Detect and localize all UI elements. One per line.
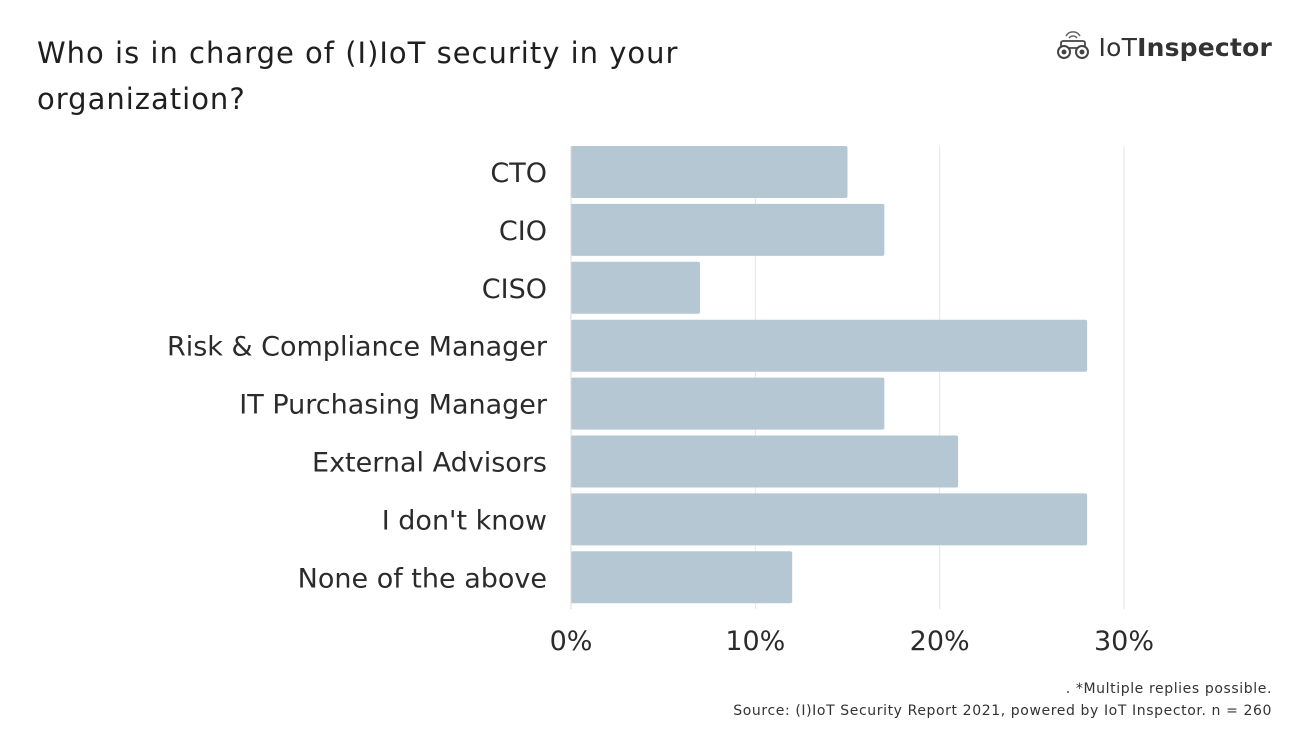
binoculars-icon [1055, 30, 1091, 64]
bar [571, 377, 885, 430]
chart-title: Who is in charge of (I)IoT security in y… [37, 36, 679, 116]
brand-logo: IoTInspector [1055, 30, 1272, 64]
category-label: Risk & Compliance Manager [167, 332, 548, 363]
category-label: I don't know [382, 505, 547, 536]
category-label: CTO [490, 158, 547, 189]
bar [571, 493, 1088, 546]
footnote: . *Multiple replies possible. Source: (I… [733, 678, 1272, 722]
category-label: CISO [482, 274, 547, 305]
x-tick-label: 20% [910, 626, 970, 657]
footnote-source: Source: (I)IoT Security Report 2021, pow… [733, 703, 1272, 719]
logo-text-bold: Inspector [1137, 32, 1272, 62]
x-tick-label: 30% [1094, 626, 1154, 657]
category-label: CIO [499, 216, 547, 247]
bar [571, 261, 701, 314]
category-label: External Advisors [312, 448, 547, 479]
bar [571, 435, 959, 488]
logo-text: IoTInspector [1099, 33, 1272, 62]
x-tick-label: 0% [550, 626, 593, 657]
bar [571, 146, 848, 198]
bar [571, 203, 885, 256]
category-label: None of the above [298, 563, 547, 594]
footnote-note: . *Multiple replies possible. [1065, 681, 1272, 697]
bar [571, 319, 1088, 372]
x-tick-label: 10% [725, 626, 785, 657]
bar [571, 551, 793, 604]
category-label: IT Purchasing Manager [239, 390, 548, 421]
logo-text-light: IoT [1098, 32, 1138, 62]
